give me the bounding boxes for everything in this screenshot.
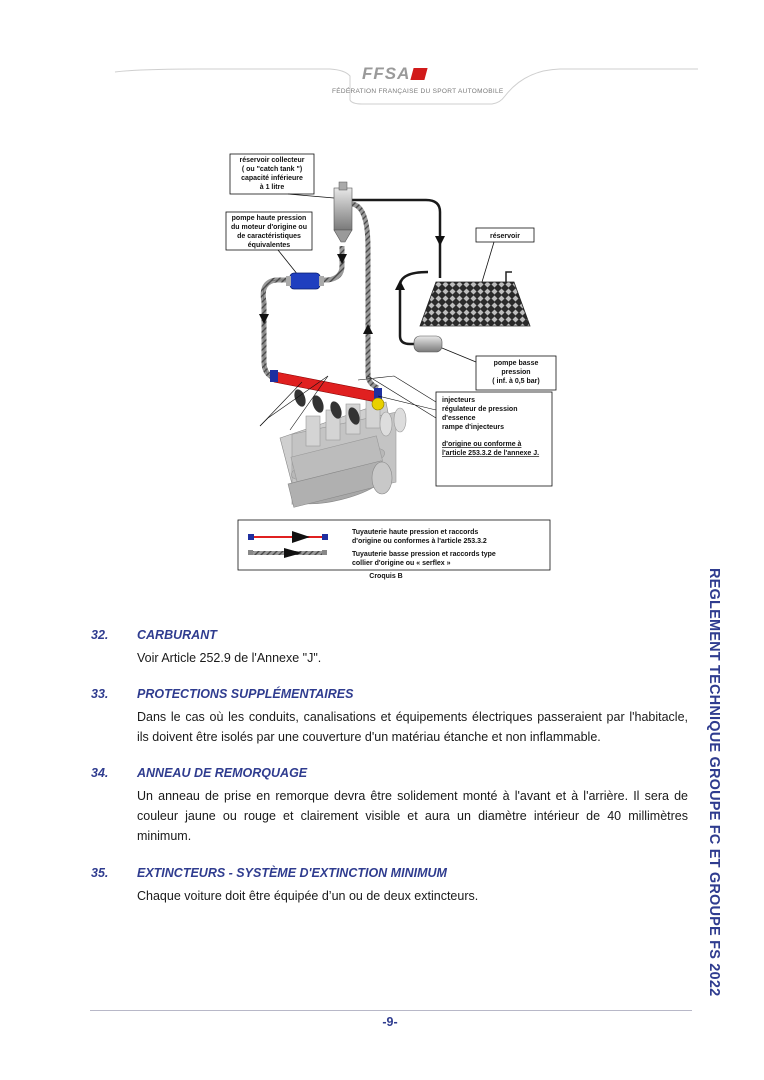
section-number: 34. — [91, 766, 109, 780]
footer-divider — [90, 1010, 692, 1011]
compliance-line-2: l'article 253.3.2 de l'annexe J. — [442, 450, 539, 457]
section-title: EXTINCTEURS - SYSTÈME D'EXTINCTION MINIM… — [137, 866, 447, 880]
catch-tank-line-4: à 1 litre — [260, 184, 285, 191]
page-number: -9- — [382, 1015, 398, 1029]
diagram-caption: Croquis B — [369, 573, 402, 580]
components-line-2: régulateur de pression — [442, 406, 517, 413]
side-document-title: REGLEMENT TECHNIQUE GROUPE FC ET GROUPE … — [706, 568, 736, 998]
fuel-rail — [270, 370, 385, 411]
catch-tank-line-3: capacité inférieure — [241, 175, 303, 182]
hp-pump-line-3: de caractéristiques — [237, 233, 301, 240]
catch-tank-line-2: ( ou "catch tank ") — [242, 166, 302, 173]
lp-pump-line-2: pression — [501, 369, 530, 376]
section-body: Dans le cas où les conduits, canalisatio… — [137, 710, 688, 744]
diagram-legend: Tuyauterie haute pression et raccords d'… — [237, 519, 551, 571]
tank-label: réservoir — [490, 233, 520, 240]
components-line-3: d'essence — [442, 415, 476, 422]
federation-tagline: FÉDÉRATION FRANÇAISE DU SPORT AUTOMOBILE — [332, 88, 504, 95]
compliance-line-1: d'origine ou conforme à — [442, 441, 522, 448]
hp-pump-line-1: pompe haute pression — [232, 215, 307, 222]
lp-pump: pompe basse pression ( inf. à 0,5 bar) — [413, 335, 557, 391]
section-body: Un anneau de prise en remorque devra êtr… — [137, 789, 688, 843]
legend-lp-line-2: collier d'origine ou « serflex » — [352, 560, 451, 567]
section-title: PROTECTIONS SUPPLÉMENTAIRES — [137, 687, 354, 701]
section-body: Chaque voiture doit être équipée d’un ou… — [137, 889, 479, 903]
header-curve — [114, 68, 698, 105]
legend-lp-line-1: Tuyauterie basse pression et raccords ty… — [352, 551, 496, 558]
catch-tank-line-1: réservoir collecteur — [240, 157, 305, 164]
legend-hp-line-1: Tuyauterie haute pression et raccords — [352, 529, 478, 536]
side-title-text: REGLEMENT TECHNIQUE GROUPE FC ET GROUPE … — [706, 568, 722, 997]
hp-pump-line-2: du moteur d'origine ou — [231, 224, 307, 231]
section-number: 35. — [91, 866, 109, 880]
section-body: Voir Article 252.9 de l'Annexe "J". — [137, 651, 322, 665]
components-label: injecteurs régulateur de pression d'esse… — [435, 391, 553, 487]
section-title: CARBURANT — [137, 628, 217, 642]
components-line-4: rampe d'injecteurs — [442, 424, 504, 431]
catch-tank — [333, 181, 353, 243]
catch-tank-label: réservoir collecteur ( ou "catch tank ")… — [229, 153, 315, 195]
section-number: 33. — [91, 687, 109, 701]
section-number: 32. — [91, 628, 109, 642]
engine-block — [279, 389, 407, 508]
lp-pump-line-3: ( inf. à 0,5 bar) — [492, 378, 539, 385]
lp-pump-line-1: pompe basse — [494, 360, 539, 367]
ffsa-logo: FFSA — [362, 64, 428, 84]
fuel-system-diagram: réservoir collecteur ( ou "catch tank ")… — [220, 152, 557, 580]
section-title: ANNEAU DE REMORQUAGE — [137, 766, 308, 780]
legend-hp-line-2: d'origine ou conformes à l'article 253.3… — [352, 538, 487, 545]
hp-pump-label: pompe haute pression du moteur d'origine… — [225, 211, 313, 251]
hp-pump — [286, 272, 324, 290]
components-line-1: injecteurs — [442, 397, 475, 404]
hp-pump-line-4: équivalentes — [248, 242, 291, 249]
fuel-tank: réservoir — [419, 227, 535, 327]
